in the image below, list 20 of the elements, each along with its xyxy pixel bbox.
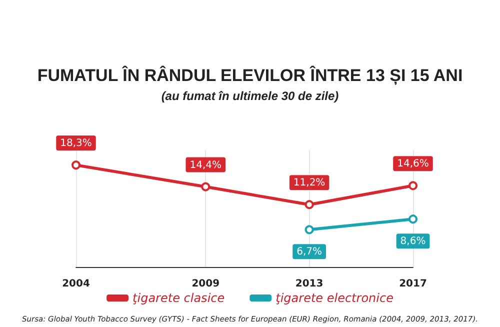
x-tick-label: 2009 [192, 278, 220, 290]
data-label: 6,7% [296, 246, 322, 258]
legend-label: ţigarete electronice [276, 291, 394, 305]
chart-title: FUMATUL ÎN RÂNDUL ELEVILOR ÎNTRE 13 ȘI 15 ANI [37, 65, 463, 85]
data-label: 18,3% [60, 138, 92, 150]
chart-subtitle: (au fumat în ultimele 30 de zile) [161, 89, 339, 103]
legend-label: ţigarete clasice [132, 291, 225, 305]
x-tick-label: 2017 [399, 278, 427, 290]
point [304, 200, 314, 210]
data-label: 11,2% [293, 178, 326, 189]
data-label: 8,6% [400, 236, 426, 248]
point [304, 225, 314, 234]
x-tick-label: 2013 [295, 278, 324, 290]
point [72, 160, 80, 170]
point [408, 214, 418, 224]
point [201, 182, 210, 192]
point [408, 181, 418, 190]
data-label: 14,6% [397, 158, 429, 170]
x-tick-label: 2004 [62, 278, 90, 290]
data-label: 14,4% [190, 160, 222, 171]
